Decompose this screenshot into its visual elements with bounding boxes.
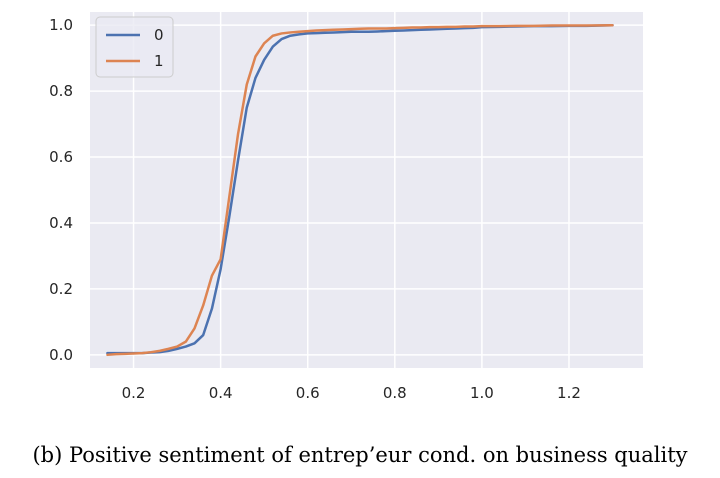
y-tick-label: 0.0 [49, 346, 73, 364]
series-line-0 [106, 23, 614, 355]
tick-labels: 0.2 0.4 0.6 0.8 1.0 1.2 0.0 0.2 0.4 0.6 0.8 1.0 [49, 16, 581, 402]
grid-lines [90, 12, 643, 368]
y-tick-label: 1.0 [49, 16, 73, 34]
x-tick-label: 0.8 [383, 384, 407, 402]
legend-label-0: 0 [154, 26, 164, 44]
legend: 0 1 [95, 16, 174, 78]
y-tick-label: 0.6 [49, 148, 73, 166]
x-tick-label: 0.6 [296, 384, 320, 402]
legend-label-1: 1 [154, 52, 164, 70]
x-tick-label: 1.0 [470, 384, 494, 402]
figure-caption: (b) Positive sentiment of entrep’eur con… [32, 443, 688, 467]
y-tick-label: 0.2 [49, 280, 73, 298]
y-tick-label: 0.8 [49, 82, 73, 100]
y-tick-label: 0.4 [49, 214, 73, 232]
x-tick-label: 0.4 [209, 384, 233, 402]
series-lines [106, 23, 614, 357]
x-tick-label: 0.2 [122, 384, 146, 402]
series-line-1 [106, 23, 614, 357]
x-tick-label: 1.2 [557, 384, 581, 402]
plot-background [90, 12, 643, 368]
